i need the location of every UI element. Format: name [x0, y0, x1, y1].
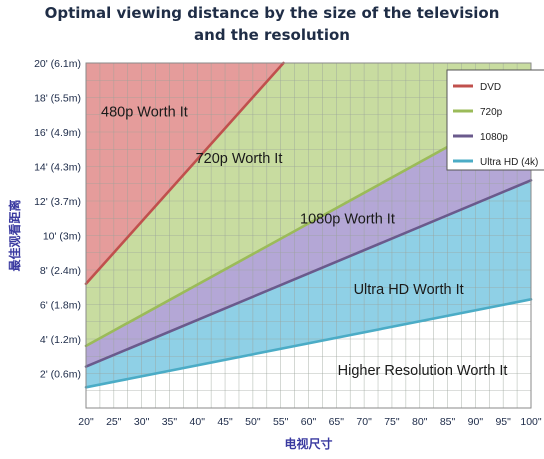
legend-entry: 720p: [480, 107, 503, 118]
y-tick-labels: 2' (0.6m) 4' (1.2m) 6' (1.8m) 8' (2.4m) 10' …: [34, 58, 81, 381]
x-tick-label: 65": [329, 416, 345, 428]
x-tick-label: 20": [78, 416, 94, 428]
x-tick-label: 95": [495, 416, 511, 428]
x-tick-label: 85": [440, 416, 456, 428]
x-tick-label: 35": [162, 416, 178, 428]
chart-title-line-1: Optimal viewing distance by the size of …: [44, 4, 500, 22]
y-tick-label: 16' (4.9m): [34, 127, 81, 139]
region-labels: 480p Worth It 720p Worth It 1080p Worth It…: [101, 104, 507, 379]
y-tick-label: 8' (2.4m): [40, 265, 81, 277]
x-axis-label: 电视尺寸: [284, 436, 332, 451]
legend-entry: DVD: [480, 82, 501, 93]
y-tick-label: 2' (0.6m): [40, 369, 81, 381]
x-tick-label: 100": [520, 416, 542, 428]
series-line-1080p: [84, 179, 533, 368]
legend-entry: 1080p: [480, 132, 508, 143]
x-tick-label: 70": [356, 416, 372, 428]
x-tick-label: 75": [384, 416, 400, 428]
x-tick-label: 40": [190, 416, 206, 428]
y-axis-label: 最佳观看距离: [7, 199, 22, 271]
region-label: Higher Resolution Worth It: [338, 363, 508, 379]
plot-frame: [85, 62, 532, 409]
region-label: 480p Worth It: [101, 104, 188, 120]
y-tick-label: 10' (3m): [43, 231, 81, 243]
series-line-dvd: [84, 61, 285, 286]
y-tick-label: 14' (4.3m): [34, 162, 81, 174]
x-tick-label: 45": [217, 416, 233, 428]
x-tick-labels: 20" 25" 30" 35" 40" 45" 50" 55" 60" 65" 70" 75" 80" 8…: [78, 416, 542, 428]
x-tick-label: 90": [468, 416, 484, 428]
y-tick-label: 18' (5.5m): [34, 93, 81, 105]
legend: DVD 720p 1080p Ultra HD (4k): [446, 69, 544, 171]
y-tick-label: 6' (1.8m): [40, 300, 81, 312]
x-tick-label: 30": [134, 416, 150, 428]
chart-title-line-2: and the resolution: [194, 26, 350, 44]
y-tick-label: 4' (1.2m): [40, 334, 81, 346]
x-tick-label: 55": [273, 416, 289, 428]
region-label: Ultra HD Worth It: [354, 282, 464, 298]
x-tick-label: 25": [106, 416, 122, 428]
region-label: 1080p Worth It: [300, 211, 395, 227]
legend-entry: Ultra HD (4k): [480, 157, 538, 168]
series-line-ultra-hd: [84, 298, 533, 389]
y-tick-label: 20' (6.1m): [34, 58, 81, 70]
x-tick-label: 50": [245, 416, 261, 428]
plot-border: [85, 62, 532, 409]
region-label: 720p Worth It: [196, 151, 283, 167]
x-tick-label: 60": [301, 416, 317, 428]
x-tick-label: 80": [412, 416, 428, 428]
y-tick-label: 12' (3.7m): [34, 196, 81, 208]
